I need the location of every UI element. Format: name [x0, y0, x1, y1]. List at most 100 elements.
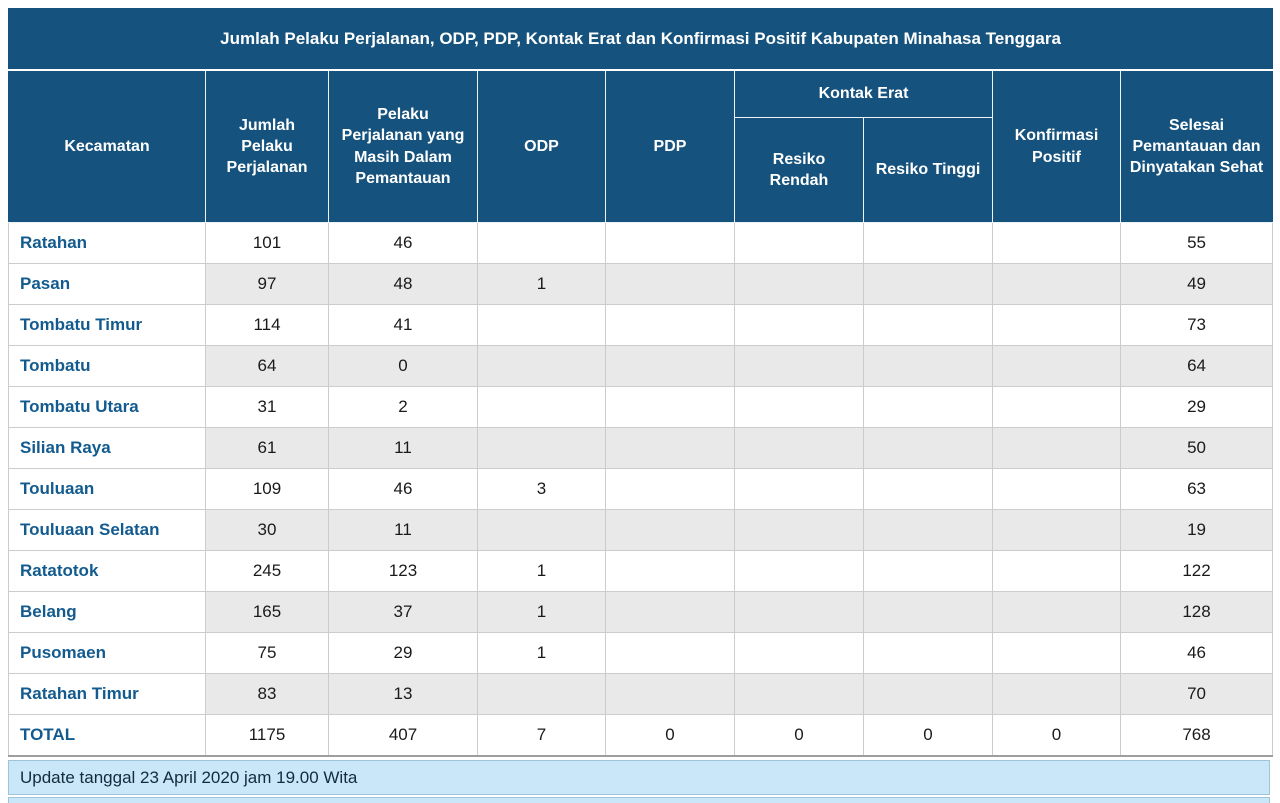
value-cell — [605, 386, 735, 428]
value-cell: 31 — [205, 386, 329, 428]
value-cell: 128 — [1119, 591, 1274, 633]
value-cell — [734, 345, 864, 387]
value-cell: 3 — [477, 468, 606, 510]
table-row: Ratatotok 245 123 1 122 — [8, 550, 1274, 592]
value-cell — [863, 345, 993, 387]
kecamatan-cell: Ratahan Timur — [8, 673, 206, 715]
value-cell — [863, 304, 993, 346]
value-cell — [992, 222, 1121, 264]
value-cell: 30 — [205, 509, 329, 551]
value-cell — [992, 550, 1121, 592]
value-cell: 64 — [205, 345, 329, 387]
value-cell — [863, 509, 993, 551]
value-cell — [992, 509, 1121, 551]
table-row: Touluaan 109 46 3 63 — [8, 468, 1274, 510]
value-cell: 114 — [205, 304, 329, 346]
value-cell — [863, 222, 993, 264]
value-cell — [863, 673, 993, 715]
value-cell: 97 — [205, 263, 329, 305]
value-cell — [477, 386, 606, 428]
kecamatan-cell: Tombatu Utara — [8, 386, 206, 428]
kecamatan-cell: Ratatotok — [8, 550, 206, 592]
value-cell — [992, 345, 1121, 387]
col-header-resiko-rendah: Resiko Rendah — [734, 117, 864, 223]
covid-statistics-table: Jumlah Pelaku Perjalanan, ODP, PDP, Kont… — [7, 8, 1274, 757]
value-cell — [605, 304, 735, 346]
value-cell: 0 — [863, 714, 993, 757]
value-cell — [734, 263, 864, 305]
value-cell — [992, 427, 1121, 469]
value-cell — [863, 468, 993, 510]
value-cell — [734, 673, 864, 715]
value-cell — [734, 468, 864, 510]
value-cell — [605, 550, 735, 592]
value-cell — [992, 632, 1121, 674]
value-cell — [992, 673, 1121, 715]
title-row: Jumlah Pelaku Perjalanan, ODP, PDP, Kont… — [7, 8, 1274, 71]
col-header-kontak-erat: Kontak Erat — [734, 69, 993, 118]
value-cell: 0 — [734, 714, 864, 757]
value-cell: 109 — [205, 468, 329, 510]
value-cell — [605, 673, 735, 715]
value-cell: 13 — [328, 673, 478, 715]
kecamatan-cell: Tombatu — [8, 345, 206, 387]
col-header-masih-dalam-pemantauan: Pelaku Perjalanan yang Masih Dalam Peman… — [328, 69, 478, 223]
col-header-selesai-pemantauan: Selesai Pemantauan dan Dinyatakan Sehat — [1119, 69, 1274, 223]
kecamatan-cell: Belang — [8, 591, 206, 633]
value-cell: 1175 — [205, 714, 329, 757]
value-cell: 165 — [205, 591, 329, 633]
header-row-sub: Resiko Rendah Resiko Tinggi — [9, 117, 1273, 223]
value-cell — [863, 591, 993, 633]
value-cell — [477, 673, 606, 715]
value-cell — [734, 427, 864, 469]
value-cell — [863, 386, 993, 428]
value-cell — [477, 509, 606, 551]
value-cell — [477, 304, 606, 346]
value-cell: 245 — [205, 550, 329, 592]
value-cell: 2 — [328, 386, 478, 428]
value-cell: 407 — [328, 714, 478, 757]
value-cell: 46 — [1119, 632, 1274, 674]
table-row: Silian Raya 61 11 50 — [8, 427, 1274, 469]
value-cell: 37 — [328, 591, 478, 633]
col-header-pdp: PDP — [605, 69, 735, 223]
value-cell: 1 — [477, 263, 606, 305]
value-cell: 64 — [1119, 345, 1274, 387]
value-cell — [734, 591, 864, 633]
table-row: Ratahan Timur 83 13 70 — [8, 673, 1274, 715]
table-row: Ratahan 101 46 55 — [8, 222, 1274, 264]
value-cell: 11 — [328, 509, 478, 551]
kecamatan-cell: Tombatu Timur — [8, 304, 206, 346]
value-cell — [992, 304, 1121, 346]
kecamatan-cell: Touluaan Selatan — [8, 509, 206, 551]
value-cell: 123 — [328, 550, 478, 592]
update-text: Update tanggal 23 April 2020 jam 19.00 W… — [20, 767, 358, 787]
col-header-resiko-tinggi: Resiko Tinggi — [863, 117, 993, 223]
value-cell — [992, 468, 1121, 510]
table-title: Jumlah Pelaku Perjalanan, ODP, PDP, Kont… — [7, 8, 1274, 71]
value-cell — [477, 345, 606, 387]
table-row: Pasan 97 48 1 49 — [8, 263, 1274, 305]
table-row: Belang 165 37 1 128 — [8, 591, 1274, 633]
kecamatan-cell: Ratahan — [8, 222, 206, 264]
value-cell — [605, 222, 735, 264]
value-cell — [477, 427, 606, 469]
table-row: Tombatu 64 0 64 — [8, 345, 1274, 387]
value-cell: 1 — [477, 550, 606, 592]
value-cell: 61 — [205, 427, 329, 469]
value-cell — [605, 263, 735, 305]
report-table-container: Jumlah Pelaku Perjalanan, ODP, PDP, Kont… — [7, 8, 1274, 803]
col-header-jumlah-pelaku-perjalanan: Jumlah Pelaku Perjalanan — [205, 69, 329, 223]
value-cell: 1 — [477, 591, 606, 633]
value-cell: 11 — [328, 427, 478, 469]
partial-next-section — [8, 797, 1270, 803]
col-header-konfirmasi-positif: Konfirmasi Positif — [992, 69, 1121, 223]
value-cell: 122 — [1119, 550, 1274, 592]
value-cell: 46 — [328, 468, 478, 510]
table-row: Tombatu Timur 114 41 73 — [8, 304, 1274, 346]
kecamatan-cell: Touluaan — [8, 468, 206, 510]
value-cell — [863, 263, 993, 305]
value-cell: 41 — [328, 304, 478, 346]
header-row-groups: Kecamatan Jumlah Pelaku Perjalanan Pelak… — [8, 69, 1274, 223]
value-cell — [863, 632, 993, 674]
